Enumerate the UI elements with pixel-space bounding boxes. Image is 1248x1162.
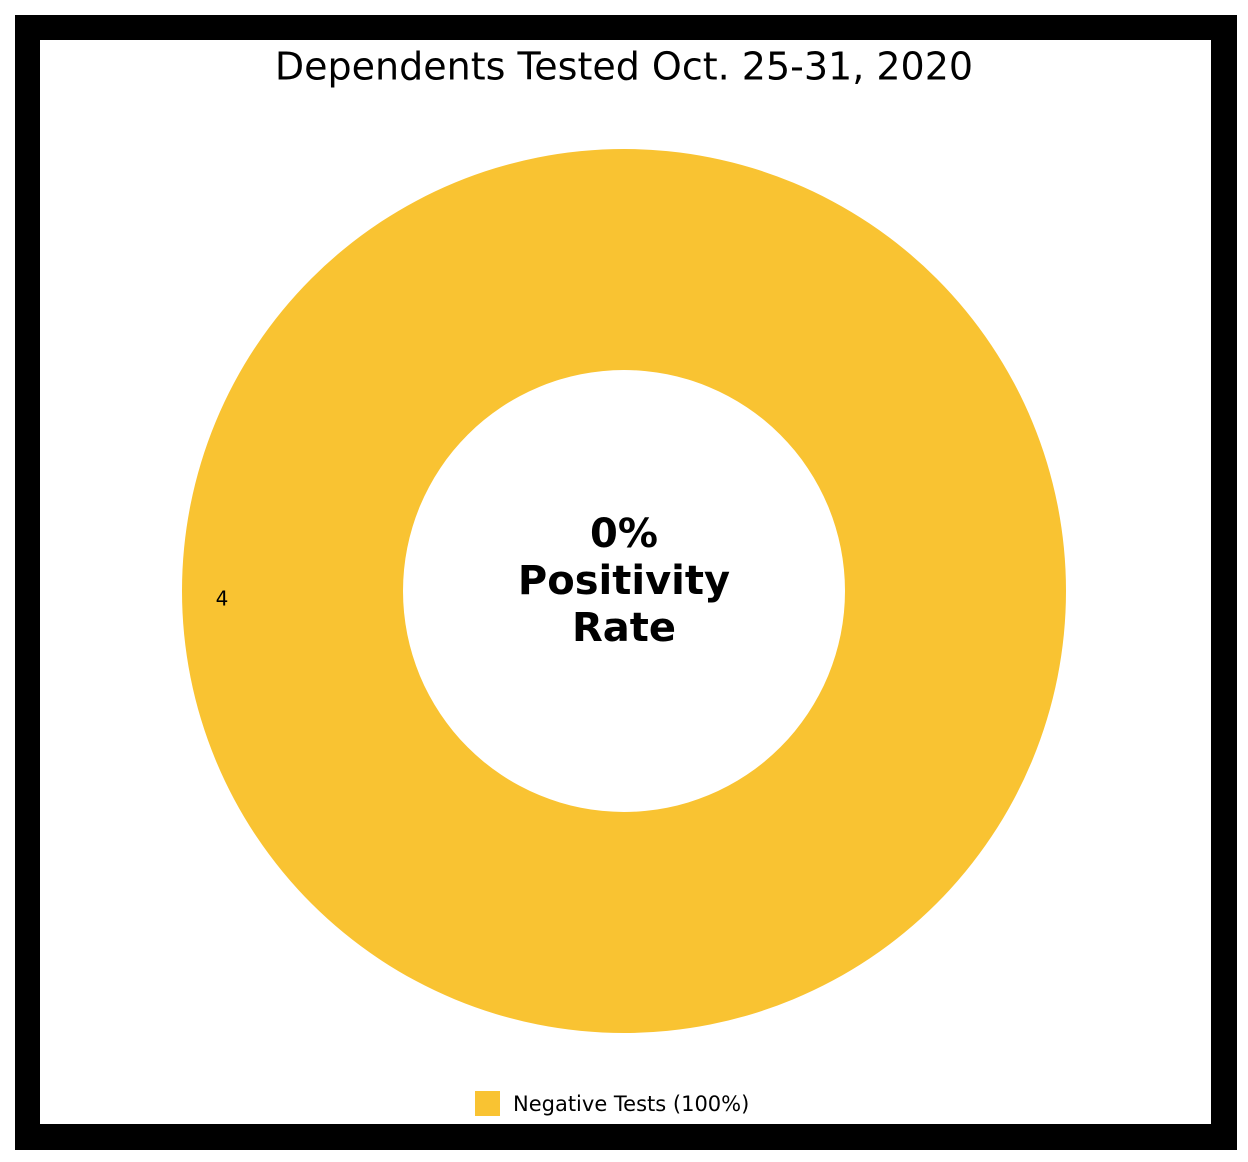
center-text: Rate [572,605,676,651]
chart-title: Dependents Tested Oct. 25-31, 2020 [275,45,973,89]
center-text: 0% [590,511,658,557]
data-label: 4 [216,587,229,611]
legend-label: Negative Tests (100%) [513,1092,749,1116]
center-text: Positivity [518,558,730,604]
legend-swatch [475,1091,500,1116]
donut-slice [182,149,1066,1033]
